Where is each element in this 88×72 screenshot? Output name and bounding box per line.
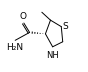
Text: S: S [63,22,69,31]
Text: H₂N: H₂N [6,43,23,52]
Text: NH: NH [46,51,59,60]
Text: O: O [20,12,27,21]
